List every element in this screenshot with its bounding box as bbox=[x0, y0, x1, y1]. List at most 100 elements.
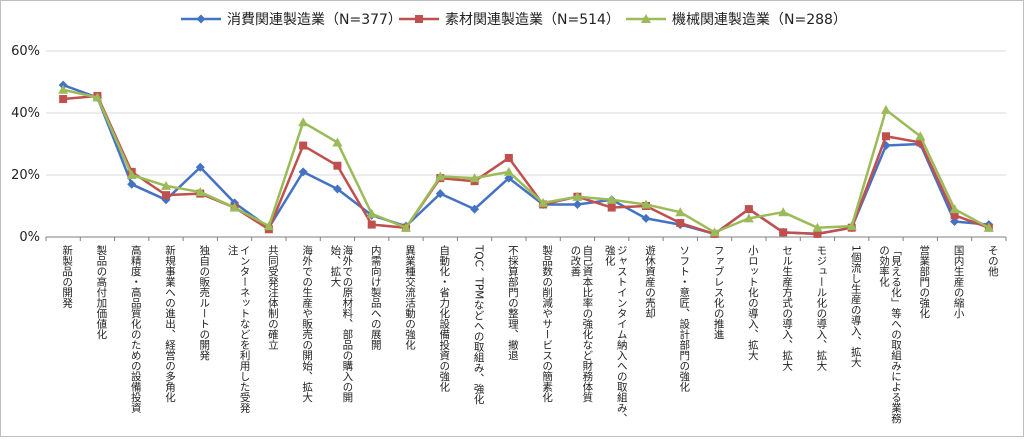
data-point-triangle bbox=[469, 173, 480, 183]
x-category-label: その他 bbox=[987, 245, 999, 277]
data-point-triangle bbox=[298, 117, 309, 127]
data-point-triangle bbox=[949, 204, 960, 214]
series-diamond bbox=[58, 80, 994, 239]
data-point-diamond bbox=[127, 179, 137, 189]
x-category-label: ソフト・意匠、設計部門の強化 bbox=[678, 245, 690, 393]
x-category-label: の改善 bbox=[569, 245, 581, 277]
x-category-label: TQC、TPMなどへの取組み、強化 bbox=[473, 244, 485, 405]
x-category-label: 製品の高付加価値化 bbox=[95, 244, 107, 340]
data-point-triangle bbox=[435, 171, 446, 181]
legend-item: 消費関連製造業（N=377） bbox=[181, 12, 402, 28]
y-tick-label: 20% bbox=[11, 168, 40, 183]
data-point-diamond bbox=[641, 213, 651, 223]
data-point-triangle bbox=[229, 202, 240, 212]
data-point-square bbox=[813, 229, 822, 238]
data-point-triangle bbox=[538, 197, 549, 207]
data-point-triangle bbox=[915, 131, 926, 141]
x-category-label: 遊休資産の売却 bbox=[644, 244, 656, 318]
data-point-diamond bbox=[572, 199, 582, 209]
x-category-label: 強化 bbox=[604, 244, 616, 267]
legend-item: 素材関連製造業（N=514） bbox=[399, 12, 620, 28]
x-category-label: 高精度・高品質化のための設備投資 bbox=[130, 244, 142, 414]
data-point-diamond bbox=[332, 184, 342, 194]
x-category-label: 国内生産の縮小 bbox=[953, 245, 965, 319]
data-point-square bbox=[415, 15, 423, 23]
series-layer bbox=[58, 80, 994, 239]
data-point-diamond bbox=[435, 189, 445, 199]
x-category-label: の効率化 bbox=[878, 245, 890, 288]
y-tick-label: 60% bbox=[11, 44, 40, 59]
series-line bbox=[62, 88, 990, 234]
data-point-triangle bbox=[606, 194, 617, 204]
grid-lines bbox=[46, 50, 1006, 238]
data-point-triangle bbox=[983, 222, 994, 232]
x-category-label: 新規事業への進出、経営の多角化 bbox=[164, 244, 176, 403]
x-category-label: ファブレス化の推進 bbox=[713, 245, 725, 340]
data-point-triangle bbox=[92, 92, 103, 102]
x-category-label: インターネットなどを利用した受発 bbox=[239, 245, 251, 414]
data-point-triangle bbox=[332, 137, 343, 147]
data-point-triangle bbox=[503, 166, 514, 176]
x-category-label: 始、拡大 bbox=[329, 244, 341, 288]
data-point-triangle bbox=[881, 104, 891, 114]
data-point-triangle bbox=[778, 207, 789, 217]
data-point-diamond bbox=[470, 204, 480, 214]
data-point-triangle bbox=[401, 222, 411, 232]
data-point-triangle bbox=[709, 227, 720, 237]
data-point-diamond bbox=[195, 162, 205, 172]
x-category-label: 内需向け製品への展開 bbox=[370, 244, 382, 351]
series-triangle bbox=[58, 84, 994, 237]
legend-label: 素材関連製造業（N=514） bbox=[445, 12, 620, 28]
x-category-label: 営業部門の強化 bbox=[918, 244, 930, 319]
data-point-square bbox=[950, 211, 959, 220]
data-point-triangle bbox=[641, 199, 651, 209]
x-category-label: 海外での原材料、部品の購入の開 bbox=[341, 244, 353, 403]
data-point-square bbox=[744, 205, 753, 214]
x-category-label: 自己資本比率の強化など財務体質 bbox=[581, 244, 593, 403]
x-category-label: 製品数の削減やサービスの簡素化 bbox=[541, 244, 553, 403]
data-point-triangle bbox=[743, 213, 754, 223]
legend-item: 機械関連製造業（N=288） bbox=[626, 12, 847, 28]
data-point-square bbox=[333, 161, 342, 170]
data-point-square bbox=[299, 141, 308, 150]
data-point-square bbox=[607, 203, 616, 212]
data-point-triangle bbox=[641, 14, 651, 23]
data-point-triangle bbox=[675, 207, 686, 217]
y-tick-label: 0% bbox=[19, 230, 40, 245]
series-line bbox=[62, 83, 989, 236]
x-category-label: 異業種交流活動の強化 bbox=[404, 245, 416, 351]
data-point-diamond bbox=[196, 14, 206, 24]
x-category-label: 新製品の開発 bbox=[61, 244, 73, 309]
x-category-label: 共同受発注体制の確立 bbox=[267, 245, 279, 350]
data-point-square bbox=[367, 220, 376, 229]
x-category-label: 不採算部門の整理、撤退 bbox=[507, 245, 519, 361]
x-category-label: 「見える化」等への取組みによる業務 bbox=[890, 245, 902, 424]
x-category-label: セル生産方式の導入、拡大 bbox=[781, 245, 793, 372]
data-point-square bbox=[882, 132, 890, 141]
data-point-diamond bbox=[298, 167, 308, 177]
data-point-triangle bbox=[846, 221, 857, 231]
data-point-square bbox=[779, 228, 788, 237]
x-category-label: 独自の販売ルートの開発 bbox=[198, 244, 210, 361]
data-point-square bbox=[504, 153, 513, 162]
x-category-label: 自動化・省力化設備投資の強化 bbox=[438, 244, 450, 393]
x-category-label: 注 bbox=[227, 244, 239, 255]
legend-label: 消費関連製造業（N=377） bbox=[227, 12, 402, 28]
y-tick-label: 40% bbox=[11, 106, 40, 121]
x-category-label: モジュール化の導入、拡大 bbox=[815, 245, 827, 372]
data-point-triangle bbox=[161, 180, 171, 190]
data-point-triangle bbox=[366, 208, 377, 218]
data-point-triangle bbox=[126, 170, 137, 179]
x-category-label: 1個流し生産の導入、拡大 bbox=[850, 245, 862, 368]
legend: 消費関連製造業（N=377） 素材関連製造業（N=514） 機械関連製造業（N=28… bbox=[181, 12, 847, 28]
x-axis: 新製品の開発 製品の高付加価値化 高精度・高品質化のための設備投資 新規事業への進出、… bbox=[45, 237, 1007, 424]
data-point-triangle bbox=[195, 187, 206, 197]
y-axis: 0% 20% 40% 60% bbox=[11, 44, 40, 245]
x-category-label: 海外での生産や販売の開始、拡大 bbox=[301, 244, 313, 403]
data-point-triangle bbox=[572, 191, 583, 201]
data-point-square bbox=[676, 219, 685, 228]
data-point-square bbox=[162, 191, 170, 200]
data-point-triangle bbox=[812, 222, 823, 232]
